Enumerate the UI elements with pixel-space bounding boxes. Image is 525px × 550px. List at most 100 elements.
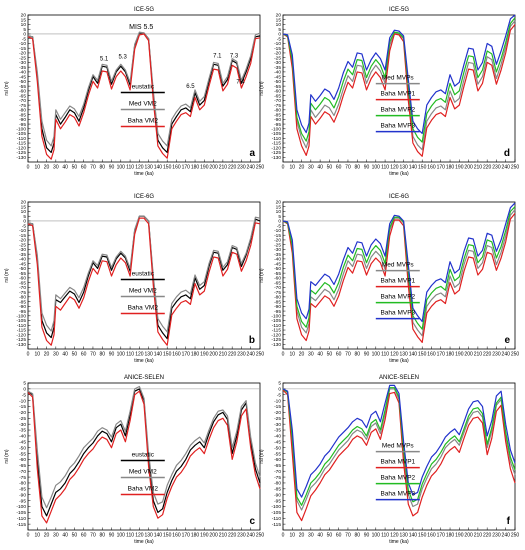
panel-a-ytick-label-20: -80 (19, 108, 26, 114)
panel-e-ytick-label-4: 0 (278, 219, 281, 225)
panel-a-letter: a (249, 148, 255, 159)
panel-e-series-3 (282, 202, 516, 323)
panel-d-xtick-label-8: 80 (354, 165, 360, 171)
panel-c-ytick-label-23: -110 (17, 516, 27, 522)
panel-a-ytick-label-18: -70 (19, 98, 26, 104)
panel-d-ytick-label-4: 0 (278, 32, 281, 38)
panel-d-xtick-label-15: 150 (418, 165, 427, 171)
panel-e-xtick-label-18: 180 (446, 352, 455, 358)
panel-f-xtick-label-24: 240 (502, 533, 511, 539)
panel-c-ytick-label-16: -75 (19, 475, 26, 481)
panel-f-ytick-label-0: 5 (278, 381, 281, 387)
panel-a-annotation-0: MIS 5.5 (129, 24, 153, 31)
panel-f-xtick-label-13: 130 (399, 533, 408, 539)
panel-d-ytick-label-12: -40 (274, 70, 281, 76)
panel-a-xtick-label-12: 120 (135, 165, 144, 171)
panel-c-xtick-label-6: 60 (81, 533, 87, 539)
panel-f-xtick-label-3: 30 (308, 533, 314, 539)
panel-d-series-3 (282, 14, 516, 135)
panel-d-xtick-label-13: 130 (399, 165, 408, 171)
panel-b-ytick-label-11: -35 (19, 252, 26, 258)
panel-b-ytick-label-8: -20 (19, 238, 26, 244)
panel-d-ytick-label-19: -75 (274, 103, 281, 109)
panel-f-ytick-label-15: -70 (274, 469, 281, 475)
panel-d-xtick-label-18: 180 (446, 165, 455, 171)
panel-f-ytick-label-8: -35 (274, 428, 281, 434)
panel-c-xtick-label-14: 140 (154, 533, 163, 539)
panel-d-xtick-label-0: 0 (282, 165, 285, 171)
panel-b-xtick-label-24: 240 (247, 352, 256, 358)
panel-c-xtick-label-5: 50 (72, 533, 78, 539)
panel-c-ytick-label-8: -35 (19, 428, 26, 434)
panel-f-ytick-label-6: -25 (274, 416, 281, 422)
panel-c-title: ANICE-SELEN (124, 375, 164, 381)
panel-f-xtick-label-11: 110 (381, 533, 389, 539)
panel-d-xtick-label-20: 200 (464, 165, 473, 171)
panel-b-ytick-label-9: -25 (19, 242, 26, 248)
panel-d-xtick-label-2: 20 (299, 165, 305, 171)
panel-e: ICE-6G0 10 20 30 40 50 60 70 80 90 100 110 120 130 140… (259, 194, 519, 364)
panel-a-ytick-label-13: -45 (19, 74, 26, 80)
panel-b-ytick-label-23: -95 (19, 309, 26, 315)
panel-a-xtick-label-9: 90 (109, 165, 115, 171)
panel-b-ytick-label-14: -50 (19, 266, 26, 272)
panel-f-frame (282, 382, 516, 531)
panel-e-ytick-label-17: -65 (274, 280, 281, 286)
panel-c-xtick-label-21: 210 (219, 533, 228, 539)
panel-d-ytick-label-16: -60 (274, 89, 281, 95)
panel-c-ytick-label-13: -60 (19, 457, 26, 463)
panel-e-xtick-label-11: 110 (381, 352, 389, 358)
panel-c-ytick-label-18: -85 (19, 487, 26, 493)
panel-e-xtick-label-21: 210 (474, 352, 483, 358)
panel-e-ytick-label-7: -15 (274, 233, 281, 239)
panel-b-xtick-label-9: 90 (109, 352, 115, 358)
panel-b-ytick-label-30: -130 (16, 342, 26, 348)
panel-d-ytick-label-27: -115 (272, 141, 282, 147)
panel-c-letter: c (249, 516, 255, 527)
panel-b-ytick-label-24: -100 (16, 314, 26, 320)
panel-d-xtick-label-10: 100 (372, 165, 381, 171)
panel-c-ytick-label-9: -40 (19, 434, 26, 440)
panel-a-title: ICE-5G (134, 7, 154, 13)
panel-e-ytick-label-27: -115 (272, 328, 282, 334)
panel-d-legend-label-0: Med MVPs (382, 75, 415, 82)
panel-e-xtick-label-8: 80 (354, 352, 360, 358)
panel-b-ytick-label-0: 20 (21, 200, 27, 206)
panel-f-ytick-label-12: -55 (274, 451, 281, 457)
panel-d-letter: d (504, 148, 510, 159)
panel-c-xtick-label-0: 0 (27, 533, 30, 539)
panel-a-xtick-label-20: 200 (209, 165, 218, 171)
panel-e-ytick-label-9: -25 (274, 242, 281, 248)
panel-b-series-2 (27, 217, 261, 346)
panel-a-xtick-label-25: 250 (256, 165, 265, 171)
panel-a-ytick-label-26: -110 (17, 136, 27, 142)
panel-e-xtick-label-13: 130 (399, 352, 408, 358)
panel-b-ytick-label-2: 10 (21, 209, 27, 215)
panel-a-legend-label-1: Med VM2 (129, 101, 157, 108)
panel-f-xtick-label-19: 190 (455, 533, 464, 539)
panel-b-frame (27, 201, 261, 350)
panel-e-xtick-label-23: 230 (492, 352, 501, 358)
panel-a-ytick-label-24: -100 (16, 127, 26, 133)
panel-e-xtick-label-16: 160 (427, 352, 436, 358)
panel-b-series-1 (27, 215, 261, 333)
panel-b-ytick-label-29: -125 (16, 337, 26, 343)
panel-a-series-1 (27, 31, 261, 147)
panel-b-xtick-label-1: 10 (34, 352, 40, 358)
panel-a-ytick-label-17: -65 (19, 93, 26, 99)
panel-f-xtick-label-8: 80 (354, 533, 360, 539)
panel-a-annotation-4: 7.1 (213, 54, 222, 60)
panel-b-ytick-label-20: -80 (19, 295, 26, 301)
panel-d-xtick-label-23: 230 (492, 165, 501, 171)
panel-f-xtick-label-20: 200 (464, 533, 473, 539)
panel-f-ytick-label-24: -115 (272, 522, 282, 528)
panel-e-legend-label-2: Baha MVP2 (380, 294, 415, 301)
panel-a-ytick-label-5: -5 (22, 36, 27, 42)
panel-e-series-0 (282, 209, 516, 337)
panel-f-ytick-label-19: -90 (274, 492, 281, 498)
panel-b: ICE-6G0 10 20 30 40 50 60 70 80 90 100 110 120 130 140… (4, 194, 264, 364)
panel-d-xtick-label-24: 240 (502, 165, 511, 171)
panel-c-ylabel: rsl (m) (4, 449, 10, 463)
panel-d-xtick-label-3: 30 (308, 165, 314, 171)
panel-a-ytick-label-29: -125 (16, 150, 26, 156)
